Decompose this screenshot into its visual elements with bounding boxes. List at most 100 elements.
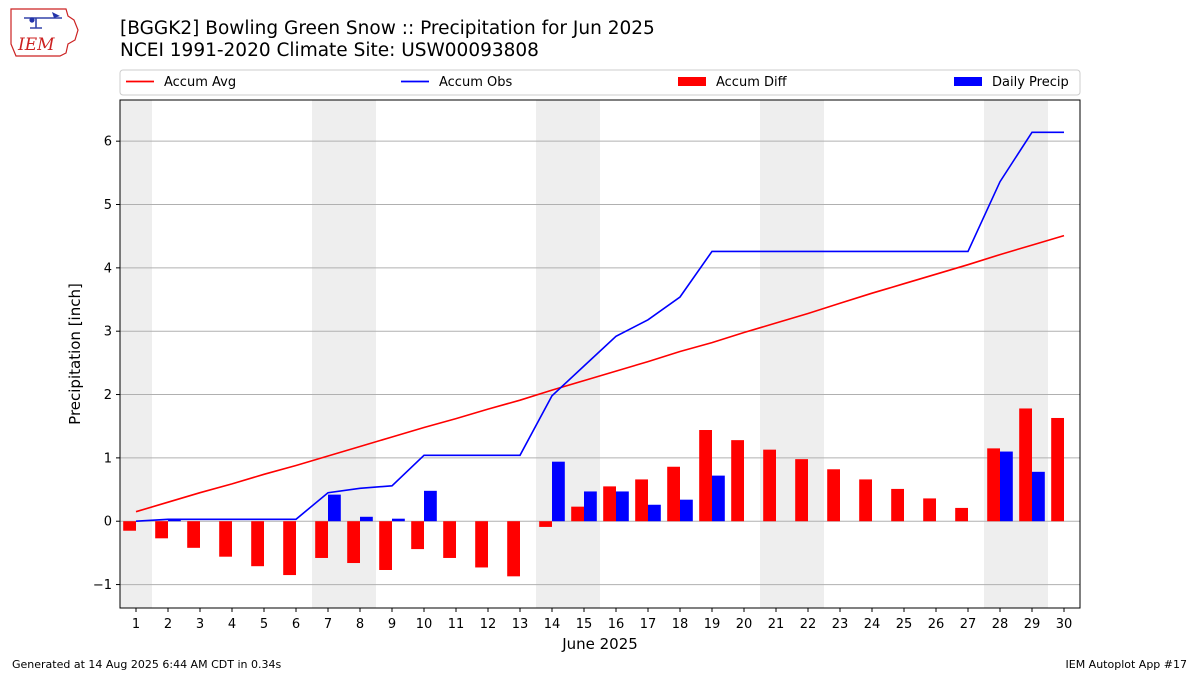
legend-swatch bbox=[954, 77, 982, 86]
accum-diff-bar bbox=[475, 521, 488, 568]
legend-accum-obs: Accum Obs bbox=[401, 75, 512, 90]
accum-diff-bar bbox=[315, 521, 328, 558]
legend-label: Daily Precip bbox=[992, 75, 1069, 90]
accum-diff-bar bbox=[411, 521, 424, 550]
x-tick-label: 6 bbox=[292, 617, 300, 632]
daily-precip-bar bbox=[328, 494, 341, 522]
accum-diff-bar bbox=[667, 466, 680, 522]
plot-frame bbox=[119, 99, 1081, 609]
accum-diff-bar bbox=[283, 521, 296, 576]
x-tick-label: 20 bbox=[736, 617, 753, 632]
daily-precip-bar bbox=[424, 490, 437, 522]
daily-precip-bar bbox=[392, 518, 405, 522]
x-tick-label: 24 bbox=[864, 617, 881, 632]
x-tick-label: 16 bbox=[608, 617, 625, 632]
y-tick-label: 6 bbox=[104, 135, 112, 150]
accum-avg-line bbox=[135, 234, 1065, 513]
y-tick-label: 0 bbox=[104, 515, 112, 530]
y-tick-label: 4 bbox=[104, 261, 112, 276]
accum-diff-bar bbox=[347, 521, 360, 564]
legend-swatch bbox=[678, 77, 706, 86]
accum-diff-bar bbox=[699, 430, 712, 522]
accum-diff-bar bbox=[379, 521, 392, 570]
x-tick-label: 21 bbox=[768, 617, 785, 632]
legend-daily-precip: Daily Precip bbox=[954, 75, 1069, 90]
accum-diff-bar bbox=[187, 521, 200, 548]
weekend-band bbox=[760, 100, 792, 608]
y-tick-label: 2 bbox=[104, 388, 112, 403]
legend-accum-diff: Accum Diff bbox=[678, 75, 788, 90]
x-tick-label: 3 bbox=[196, 617, 204, 632]
x-tick-label: 9 bbox=[388, 617, 396, 632]
daily-precip-bar bbox=[1032, 471, 1045, 522]
accum-diff-bar bbox=[859, 479, 872, 522]
accum-diff-bar bbox=[219, 521, 232, 557]
x-tick-label: 15 bbox=[576, 617, 593, 632]
x-tick-label: 17 bbox=[640, 617, 657, 632]
chart-title: [BGGK2] Bowling Green Snow :: Precipitat… bbox=[120, 18, 655, 62]
legend-label: Accum Avg bbox=[164, 75, 236, 90]
iem-logo: IEM bbox=[10, 8, 79, 57]
logo-text: IEM bbox=[17, 35, 55, 55]
accum-diff-bar bbox=[763, 449, 776, 522]
accum-diff-bar bbox=[155, 521, 168, 539]
x-tick-label: 4 bbox=[228, 617, 236, 632]
legend-label: Accum Obs bbox=[439, 75, 512, 90]
x-tick-label: 13 bbox=[512, 617, 529, 632]
x-tick-label: 19 bbox=[704, 617, 721, 632]
accum-diff-bar bbox=[507, 521, 520, 577]
y-tick-label: 1 bbox=[104, 451, 112, 466]
accum-diff-bar bbox=[539, 521, 552, 527]
title-line-2: NCEI 1991-2020 Climate Site: USW00093808 bbox=[120, 40, 539, 61]
accum-diff-bar bbox=[251, 521, 264, 567]
accum-diff-bar bbox=[827, 469, 840, 522]
x-tick-label: 30 bbox=[1056, 617, 1073, 632]
x-tick-label: 25 bbox=[896, 617, 913, 632]
legend-box bbox=[119, 69, 1081, 96]
y-tick-label: 5 bbox=[104, 198, 112, 213]
weekend-band bbox=[568, 100, 600, 608]
legend: Accum Avg Accum Obs Accum Diff Daily Precip bbox=[119, 69, 1081, 96]
x-tick-label: 12 bbox=[480, 617, 497, 632]
weekend-band bbox=[1016, 100, 1048, 608]
x-tick-label: 1 bbox=[132, 617, 140, 632]
accum-diff-bar bbox=[635, 479, 648, 522]
accum-diff-bar bbox=[603, 486, 616, 522]
x-tick-label: 8 bbox=[356, 617, 364, 632]
accum-diff-bar bbox=[795, 459, 808, 522]
x-tick-label: 18 bbox=[672, 617, 689, 632]
daily-precip-bar bbox=[648, 504, 661, 522]
accum-diff-bar bbox=[987, 448, 1000, 522]
weekend-band bbox=[536, 100, 568, 608]
y-tick-label: −1 bbox=[93, 578, 112, 593]
x-tick-label: 7 bbox=[324, 617, 332, 632]
x-tick-label: 14 bbox=[544, 617, 561, 632]
x-tick-label: 28 bbox=[992, 617, 1009, 632]
x-tick-label: 29 bbox=[1024, 617, 1041, 632]
weekend-band bbox=[984, 100, 1016, 608]
weekend-band bbox=[792, 100, 824, 608]
legend-accum-avg: Accum Avg bbox=[126, 75, 236, 90]
x-tick-label: 26 bbox=[928, 617, 945, 632]
accum-diff-bar bbox=[923, 498, 936, 522]
accum-diff-bar bbox=[1051, 417, 1064, 522]
accum-diff-bar bbox=[731, 440, 744, 522]
x-tick-label: 27 bbox=[960, 617, 977, 632]
daily-precip-bar bbox=[552, 461, 565, 522]
app-note: IEM Autoplot App #17 bbox=[1065, 658, 1188, 671]
weekend-band bbox=[120, 100, 152, 608]
accum-diff-bar bbox=[891, 488, 904, 522]
daily-precip-bar bbox=[1000, 451, 1013, 522]
x-tick-label: 5 bbox=[260, 617, 268, 632]
x-tick-label: 22 bbox=[800, 617, 817, 632]
daily-precip-bar bbox=[168, 519, 181, 522]
x-tick-label: 23 bbox=[832, 617, 849, 632]
daily-precip-bar bbox=[360, 516, 373, 522]
generated-note: Generated at 14 Aug 2025 6:44 AM CDT in … bbox=[12, 658, 282, 671]
accum-diff-bar bbox=[443, 521, 456, 558]
accum-diff-bar bbox=[955, 507, 968, 522]
daily-precip-bar bbox=[680, 499, 693, 522]
accum-diff-bar bbox=[1019, 408, 1032, 522]
x-tick-label: 11 bbox=[448, 617, 465, 632]
